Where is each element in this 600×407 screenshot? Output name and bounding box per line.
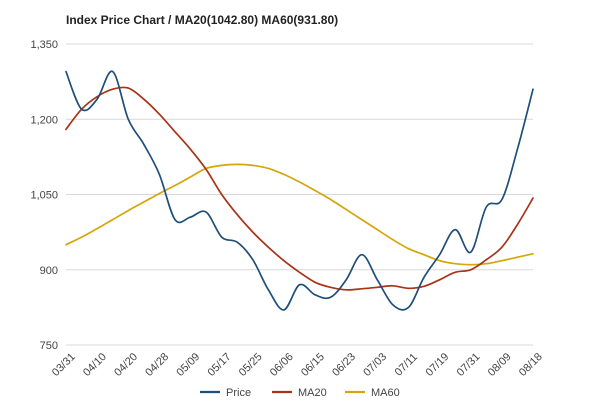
x-tick-label: 07/03 — [361, 351, 389, 379]
x-tick-label: 05/17 — [206, 351, 234, 379]
x-tick-label: 04/28 — [143, 351, 171, 379]
y-tick-label: 1,050 — [30, 190, 58, 202]
x-tick-label: 07/31 — [455, 351, 483, 379]
y-tick-label: 1,350 — [30, 39, 58, 51]
x-tick-label: 04/10 — [81, 351, 109, 379]
x-tick-label: 05/09 — [174, 351, 202, 379]
series-line-ma60 — [65, 163, 534, 266]
series-line-ma20 — [65, 86, 534, 291]
x-tick-label: 06/23 — [330, 351, 358, 379]
legend-label-ma60: MA60 — [371, 387, 400, 399]
x-tick-label: 08/09 — [486, 351, 514, 379]
y-tick-label: 750 — [40, 340, 58, 352]
gridlines — [66, 43, 533, 346]
x-tick-label: 04/20 — [112, 351, 140, 379]
x-tick-label: 06/06 — [268, 351, 296, 379]
x-tick-label: 05/25 — [237, 351, 265, 379]
series-lines — [65, 70, 534, 311]
x-axis-ticks: 03/31 04/10 04/20 04/28 05/09 05/17 05/25 06/06… — [50, 351, 545, 379]
y-tick-label: 1,200 — [30, 114, 58, 126]
series-line-price — [65, 70, 534, 311]
x-tick-label: 06/15 — [299, 351, 327, 379]
x-tick-label: 08/18 — [517, 351, 545, 379]
chart-title: Index Price Chart / MA20(1042.80) MA60(9… — [66, 13, 338, 27]
y-axis-ticks: 750 900 1,050 1,200 1,350 — [30, 39, 58, 352]
x-tick-label: 03/31 — [50, 351, 78, 379]
legend-label-ma20: MA20 — [298, 387, 327, 399]
x-tick-label: 07/19 — [424, 351, 452, 379]
x-tick-label: 07/11 — [393, 351, 420, 378]
legend: Price MA20 MA60 — [200, 387, 400, 399]
y-tick-label: 900 — [40, 265, 58, 277]
legend-label-price: Price — [226, 387, 251, 399]
